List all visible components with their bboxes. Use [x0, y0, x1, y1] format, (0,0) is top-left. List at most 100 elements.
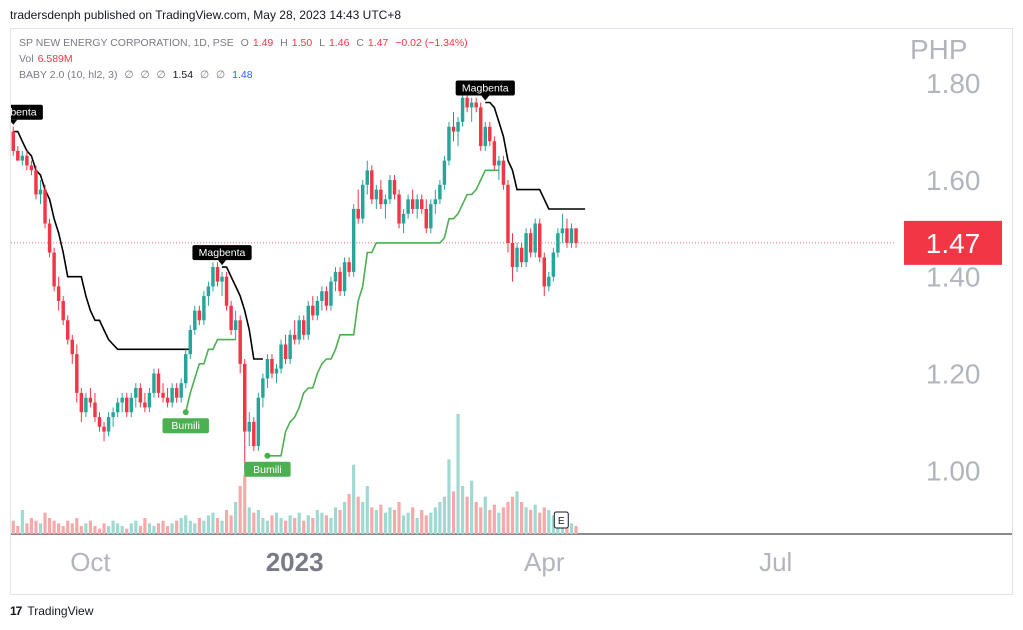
candle: [415, 194, 419, 219]
candle: [424, 199, 428, 234]
candle-body: [488, 126, 492, 142]
candle: [292, 320, 297, 345]
candle: [11, 126, 15, 156]
candle-body: [75, 354, 79, 393]
candle-body: [297, 320, 301, 340]
candle: [152, 368, 156, 398]
candle-body: [347, 262, 351, 272]
candle: [342, 257, 347, 297]
candle-body: [333, 271, 338, 282]
candle-body: [184, 354, 188, 384]
candle-body: [483, 126, 487, 147]
signal-box: [11, 104, 43, 120]
candle: [270, 354, 274, 379]
candle-body: [238, 320, 242, 364]
volume-bar: [297, 512, 301, 534]
candle: [492, 136, 497, 171]
candle-body: [125, 397, 129, 413]
open-label: O: [240, 37, 249, 49]
candle-body: [247, 421, 251, 432]
candle-body: [324, 291, 329, 306]
volume-bar: [315, 510, 319, 534]
volume-bar: [147, 523, 152, 534]
candle-body: [370, 170, 374, 200]
candle: [569, 223, 574, 248]
candle-body: [261, 378, 265, 398]
price-chart[interactable]: Magbenta Magbenta Magbenta Bumili Bumili E 1.8…: [11, 29, 1012, 594]
candle: [115, 397, 120, 418]
volume-bar: [347, 494, 351, 534]
upper-trail-line: [13, 101, 586, 360]
candle: [274, 363, 279, 384]
sell-signal-label: Magbenta: [192, 245, 252, 266]
candle-body: [406, 199, 410, 214]
candle: [547, 271, 551, 292]
candle: [379, 179, 383, 209]
candle-body: [556, 233, 560, 253]
candle: [438, 179, 442, 205]
candle: [315, 296, 320, 321]
candle: [510, 233, 515, 282]
candle: [79, 388, 84, 422]
candle: [129, 392, 133, 418]
change-value: −0.02 (−1.34%): [395, 37, 468, 49]
candle: [224, 271, 229, 311]
candle-body: [469, 102, 474, 108]
indicator-name[interactable]: BABY 2.0 (10, hl2, 3): [19, 69, 118, 81]
candle: [156, 368, 161, 398]
candle-body: [383, 199, 388, 205]
candle: [370, 165, 374, 205]
candle-body: [115, 402, 120, 413]
low-label: L: [319, 37, 325, 49]
volume-bar: [320, 512, 324, 534]
volume-bar: [542, 507, 546, 534]
candle-body: [79, 392, 84, 413]
candle-body: [538, 223, 542, 258]
candle-body: [460, 97, 465, 122]
candle: [75, 344, 79, 403]
candle-body: [392, 179, 397, 195]
candle: [193, 305, 197, 335]
volume-bar: [342, 502, 347, 534]
symbol-label[interactable]: SP NEW ENERGY CORPORATION, 1D, PSE: [19, 37, 234, 49]
volume-bar: [510, 496, 515, 534]
candle-body: [61, 300, 65, 321]
candle: [320, 286, 324, 311]
footer: 17 TradingView: [10, 604, 93, 618]
volume-bar: [102, 523, 106, 534]
signal-box: [162, 418, 209, 434]
candle-body: [224, 276, 229, 306]
volume-bar: [501, 507, 506, 534]
candle: [447, 121, 451, 166]
volume-bar: [243, 475, 247, 534]
candle: [43, 184, 47, 229]
volume-bar: [497, 512, 501, 534]
volume-bar: [247, 507, 251, 534]
candle-body: [306, 305, 310, 335]
volume-bar: [338, 510, 342, 534]
volume-bar: [283, 520, 288, 534]
volume-bar: [197, 518, 201, 534]
candle: [120, 392, 124, 413]
chart-frame[interactable]: SP NEW ENERGY CORPORATION, 1D, PSE O 1.49…: [10, 28, 1013, 595]
candle-body: [456, 121, 460, 132]
volume-bar: [424, 515, 428, 534]
candle-body: [88, 397, 93, 403]
candle-body: [311, 305, 315, 316]
volume-bar: [47, 518, 52, 534]
candle-body: [569, 228, 574, 243]
volume-bar: [206, 515, 211, 534]
candle: [297, 315, 301, 345]
volume-bar: [519, 502, 524, 534]
volume-bar: [551, 515, 555, 534]
candle-body: [501, 160, 506, 185]
signal-box: [192, 245, 252, 261]
volume-bar: [61, 526, 65, 534]
volume-bar: [79, 526, 83, 534]
volume-bar: [252, 512, 256, 534]
candle: [211, 262, 215, 292]
volume-bar: [179, 518, 183, 534]
buy-signal-label: Bumili: [162, 409, 209, 434]
candle: [188, 325, 192, 359]
volume-bar: [66, 520, 70, 534]
